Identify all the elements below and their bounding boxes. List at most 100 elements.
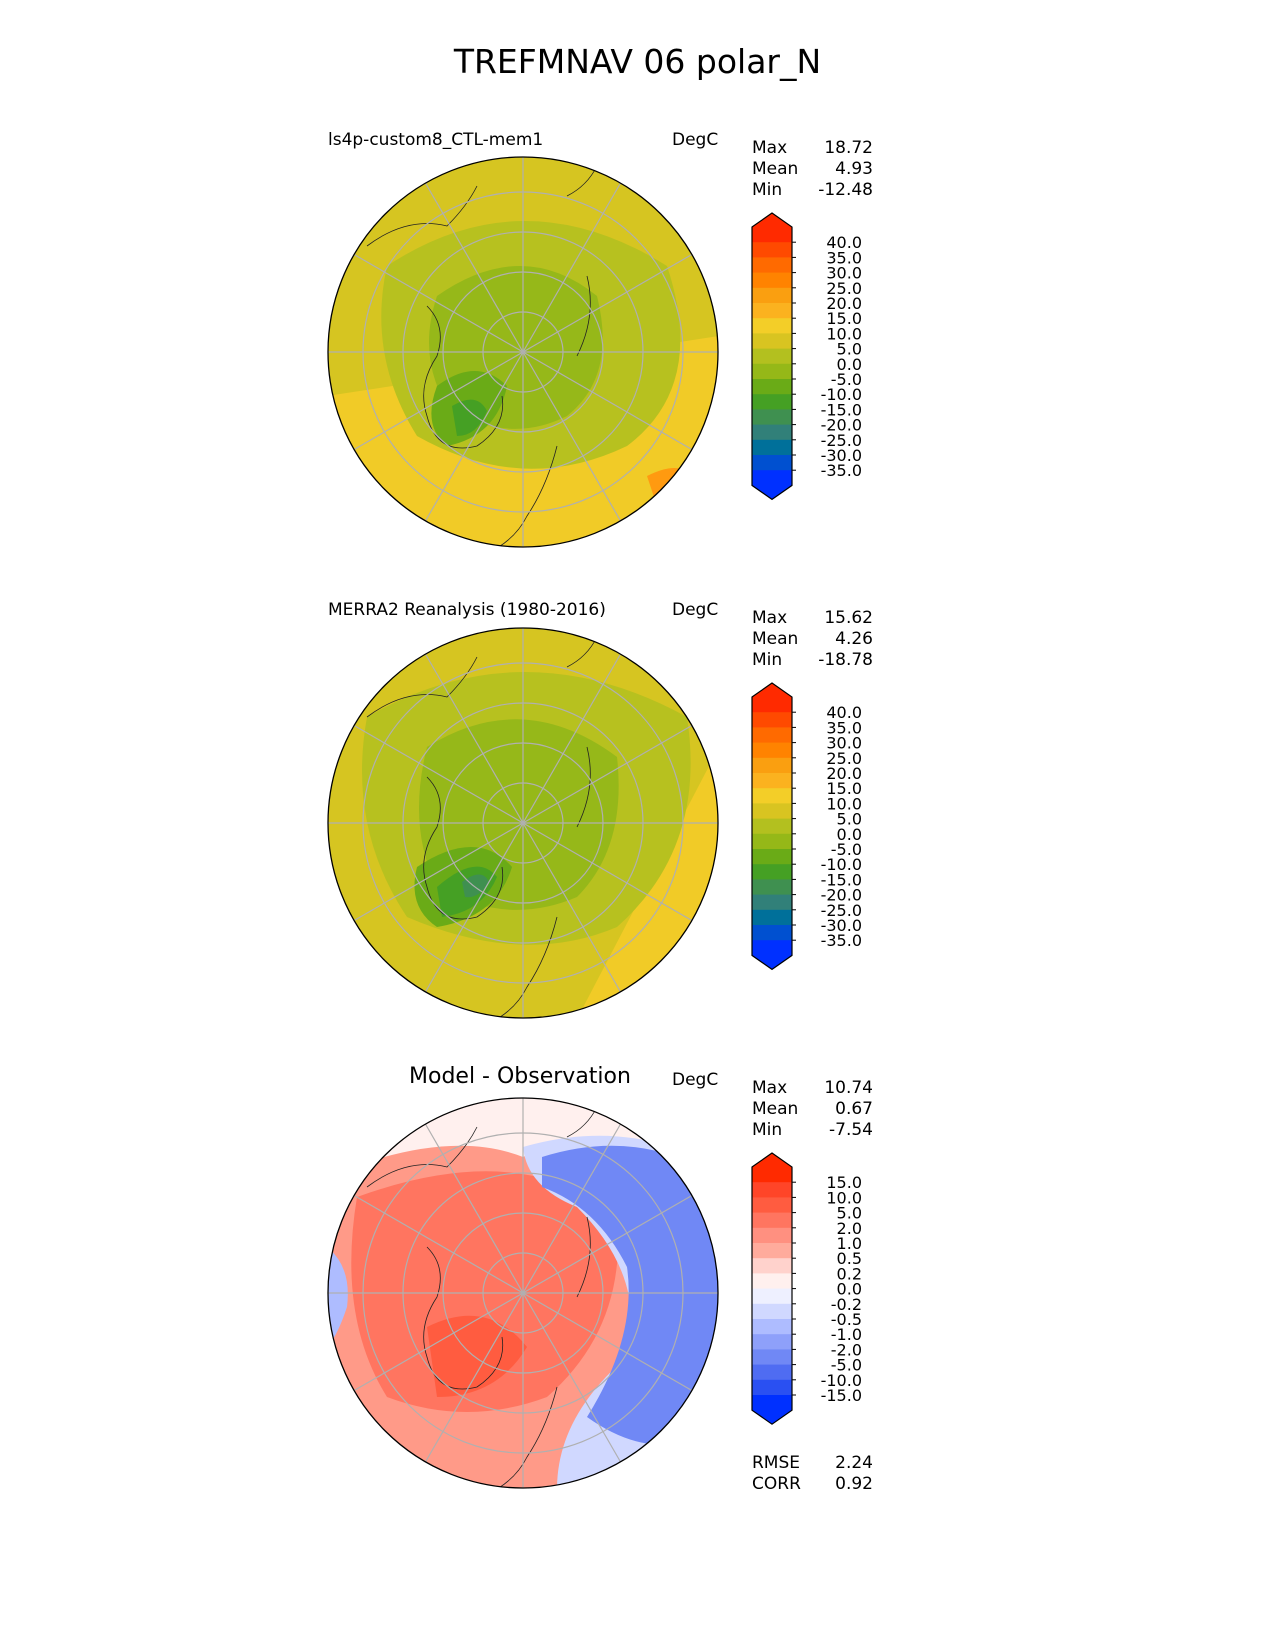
- colorbar-band: [752, 757, 792, 774]
- colorbar-tick-label: -35.0: [821, 461, 862, 480]
- colorbar-tick-label: -10.0: [821, 1371, 862, 1390]
- longitude-gridline: [424, 351, 524, 522]
- colorbar-tick-label: 1.0: [837, 1234, 862, 1253]
- colorbar-tick-label: -5.0: [831, 1356, 862, 1375]
- max-label: Max: [752, 138, 788, 158]
- longitude-gridline: [522, 1123, 622, 1294]
- colorbar-band: [752, 1364, 792, 1381]
- colorbar-band: [752, 439, 792, 456]
- colorbar-tick-label: 0.5: [837, 1249, 862, 1268]
- colorbar-band: [752, 227, 792, 243]
- colorbar-tick-label: 30.0: [826, 734, 862, 753]
- min-value: -7.54: [829, 1120, 873, 1140]
- colorbar-extend-min: [752, 955, 792, 970]
- colorbar-band: [752, 409, 792, 426]
- colorbar-tick-label: 20.0: [826, 294, 862, 313]
- min-label: Min: [752, 650, 783, 670]
- colorbar-tick-label: -20.0: [821, 416, 862, 435]
- map-boundary: [327, 1097, 719, 1489]
- polar-map-model: [327, 156, 719, 548]
- colorbar-band: [752, 788, 792, 804]
- longitude-gridline: [522, 724, 693, 824]
- polar-map-difference: [327, 1097, 719, 1489]
- rmse-value: 2.24: [835, 1453, 873, 1473]
- colorbar-band: [752, 1197, 792, 1214]
- max-value: 10.74: [824, 1078, 873, 1098]
- longitude-gridline: [522, 822, 693, 922]
- colorbar-tick-label: 25.0: [826, 749, 862, 768]
- longitude-gridline: [353, 1194, 524, 1294]
- longitude-gridline: [522, 351, 693, 451]
- map-boundary: [327, 156, 719, 548]
- colorbar-band: [752, 727, 792, 744]
- colorbar-tick-label: -20.0: [821, 886, 862, 905]
- colorbar-band: [752, 849, 792, 865]
- colorbar-tick-label: 10.0: [826, 794, 862, 813]
- colorbar-tick-label: 20.0: [826, 764, 862, 783]
- colorbar-tick-label: -15.0: [821, 870, 862, 889]
- longitude-gridline: [522, 253, 693, 353]
- colorbar-extend-max: [752, 683, 792, 697]
- colorbar-tick-label: -10.0: [821, 855, 862, 874]
- figure-title: TREFMNAV 06 polar_N: [453, 42, 822, 81]
- colorbar-tick-label: 10.0: [826, 1188, 862, 1207]
- colorbar-band: [752, 303, 792, 319]
- colorbar-tick-label: 5.0: [837, 340, 862, 359]
- panel2-label: MERRA2 Reanalysis (1980-2016): [328, 600, 606, 620]
- colorbar-band: [752, 363, 792, 380]
- colorbar-band: [752, 242, 792, 258]
- colorbar-tick-label: -25.0: [821, 901, 862, 920]
- colorbar-tick-label: 2.0: [837, 1219, 862, 1238]
- panel2-units: DegC: [672, 600, 719, 620]
- colorbar-band: [752, 1258, 792, 1274]
- panel3-stats: Max 10.74 Mean 0.67 Min -7.54: [752, 1078, 873, 1141]
- colorbar-tick-label: -15.0: [821, 400, 862, 419]
- panel1-stats: Max 18.72 Mean 4.93 Min -12.48: [752, 138, 873, 201]
- longitude-gridline: [353, 724, 524, 824]
- colorbar-tick-label: 15.0: [826, 779, 862, 798]
- colorbar-band: [752, 940, 792, 956]
- longitude-gridline: [522, 822, 622, 993]
- colorbar-extend-min: [752, 485, 792, 500]
- colorbar-band: [752, 287, 792, 304]
- colorbar-tick-label: -5.0: [831, 370, 862, 389]
- field-contour: [328, 1247, 348, 1347]
- field-contour: [427, 1315, 527, 1397]
- mean-value: 0.67: [835, 1099, 873, 1119]
- colorbar-tick-label: 35.0: [826, 248, 862, 267]
- longitude-gridline: [424, 653, 524, 824]
- colorbar-band: [752, 470, 792, 486]
- colorbar-band: [752, 894, 792, 911]
- colorbar-band: [752, 257, 792, 274]
- mean-value: 4.26: [835, 629, 873, 649]
- colorbar-tick-label: 35.0: [826, 718, 862, 737]
- colorbar-tick-label: 15.0: [826, 1173, 862, 1192]
- colorbar-band: [752, 333, 792, 350]
- colorbar-band: [752, 424, 792, 441]
- colorbar-band: [752, 909, 792, 926]
- min-label: Min: [752, 1120, 783, 1140]
- colorbar-band: [752, 925, 792, 941]
- colorbar-band: [752, 1395, 792, 1411]
- longitude-gridline: [522, 182, 622, 353]
- colorbar-tick-label: 15.0: [826, 309, 862, 328]
- colorbar-tick-label: 25.0: [826, 279, 862, 298]
- colorbar-tick-label: 0.0: [837, 1280, 862, 1299]
- min-value: -18.78: [818, 650, 873, 670]
- panel3-label: Model - Observation: [409, 1064, 631, 1089]
- colorbar-tick-label: -30.0: [821, 446, 862, 465]
- colorbar-band: [752, 318, 792, 334]
- colorbar-tick-label: 10.0: [826, 324, 862, 343]
- field-contour: [647, 468, 697, 509]
- colorbar-tick-label: 5.0: [837, 810, 862, 829]
- colorbar-tick-label: 30.0: [826, 264, 862, 283]
- longitude-gridline: [424, 182, 524, 353]
- colorbar-tick-label: -15.0: [821, 1386, 862, 1405]
- colorbar-band: [752, 1319, 792, 1335]
- longitude-gridline: [522, 1292, 693, 1392]
- colorbar-band: [752, 773, 792, 789]
- field-contour: [542, 1145, 718, 1445]
- field-contour: [462, 874, 489, 898]
- colorbar-tick-label: -0.2: [831, 1295, 862, 1314]
